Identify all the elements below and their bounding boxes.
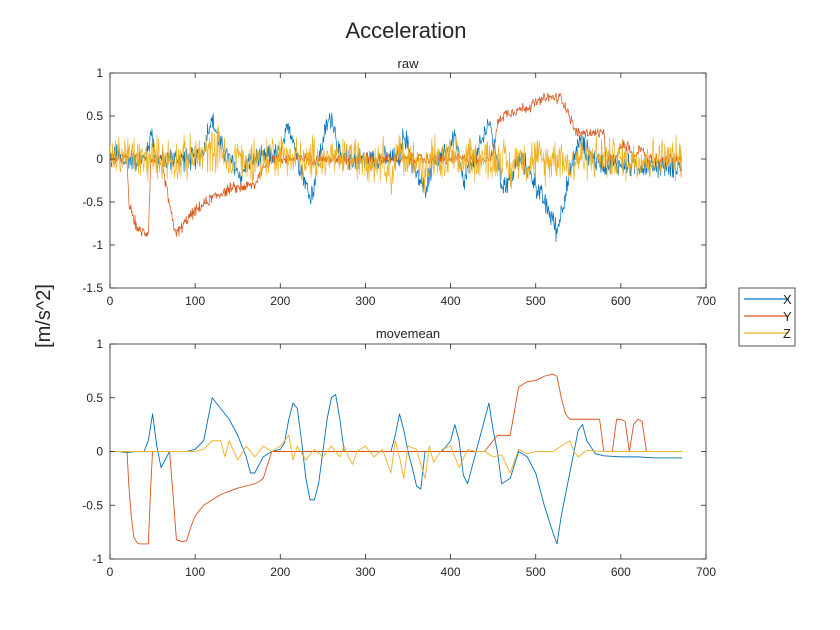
y-tick-label: 0.5 [86,109,103,123]
y-tick-label: 0.5 [86,391,103,405]
figure-ylabel: [m/s^2] [33,284,55,348]
x-tick-label: 400 [441,294,461,308]
x-tick-label: 0 [107,565,114,579]
plot-area [109,72,707,289]
x-tick-label: 200 [270,565,290,579]
raw-plot-title: raw [398,56,420,71]
series-line-z [110,434,683,479]
y-tick-label: 1 [96,337,103,351]
x-tick-label: 200 [270,294,290,308]
x-tick-label: 600 [611,565,631,579]
y-tick-label: 1 [96,66,103,80]
x-tick-label: 700 [696,565,716,579]
legend: X Y Z [738,287,796,347]
raw-axes: 0 100 200 300 400 500 600 700 -1.5 -1 -0.5 0 0.5 1 [82,66,716,308]
x-tick-label: 500 [526,294,546,308]
x-tick-label: 300 [355,565,375,579]
x-tick-label: 100 [185,294,205,308]
y-tick-label: -1 [92,552,103,566]
movemean-axes: 0 100 200 300 400 500 600 700 -1 -0.5 0 0.5 1 [82,337,716,579]
x-tick-label: 400 [441,565,461,579]
raw-plot: raw 0 100 200 300 400 500 600 700 -1.5 -1 -0.5 0 0.5… [82,56,716,308]
series-group [110,92,682,243]
x-tick-label: 600 [611,294,631,308]
legend-label-z: Z [783,326,791,341]
legend-label-y: Y [783,309,792,324]
y-tick-label: -0.5 [82,498,103,512]
series-line-z [110,125,682,196]
figure-title: Acceleration [345,18,466,43]
x-tick-label: 700 [696,294,716,308]
x-tick-label: 100 [185,565,205,579]
y-tick-label: -1.5 [82,281,103,295]
movemean-plot: movemean 0 100 200 300 400 500 600 700 -1 -0.5 0 0.… [82,326,716,579]
legend-label-x: X [783,292,792,307]
y-tick-label: -1 [92,238,103,252]
series-group [110,373,683,545]
legend-box [738,287,796,347]
y-tick-label: 0 [96,445,103,459]
y-tick-label: -0.5 [82,195,103,209]
y-tick-label: 0 [96,152,103,166]
x-tick-label: 500 [526,565,546,579]
movemean-plot-title: movemean [376,326,440,341]
x-tick-label: 300 [355,294,375,308]
x-tick-label: 0 [107,294,114,308]
